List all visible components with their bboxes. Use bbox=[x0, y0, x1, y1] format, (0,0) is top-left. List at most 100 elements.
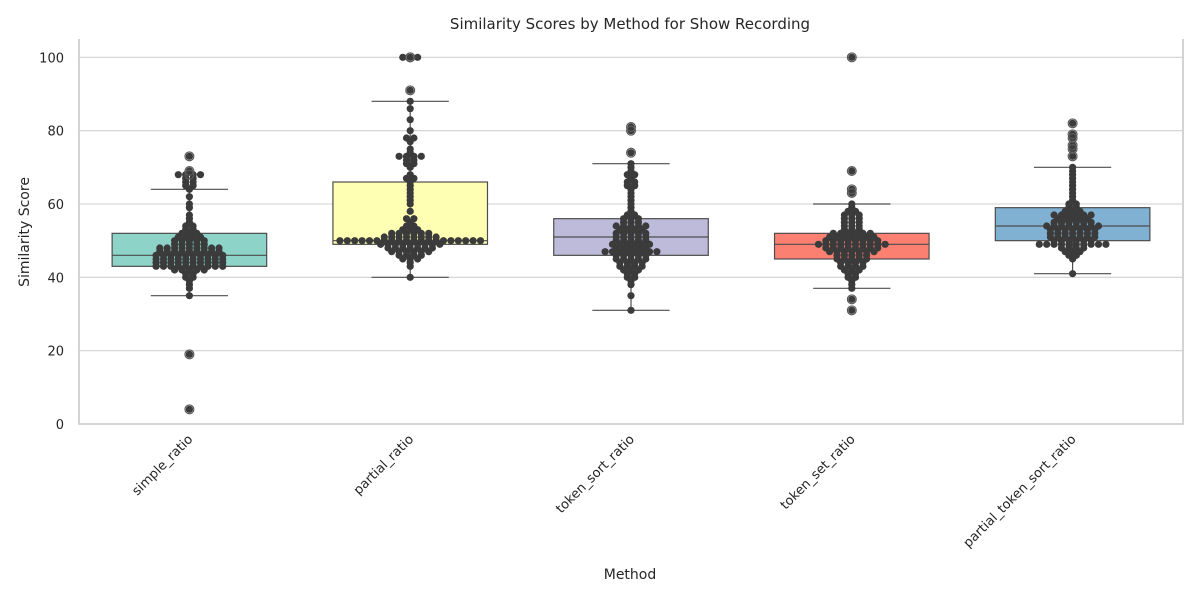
data-point bbox=[627, 123, 635, 131]
data-point bbox=[627, 160, 635, 168]
data-point bbox=[1094, 222, 1103, 230]
data-point bbox=[406, 53, 414, 61]
outlier-marker bbox=[846, 294, 857, 305]
data-point bbox=[1069, 163, 1077, 171]
data-point bbox=[406, 145, 414, 153]
y-tick-label: 0 bbox=[56, 418, 64, 433]
data-point bbox=[432, 233, 440, 241]
data-point bbox=[881, 240, 889, 248]
x-tick-label: partial_ratio bbox=[351, 432, 417, 498]
data-point bbox=[406, 105, 414, 113]
outlier-marker bbox=[625, 125, 636, 136]
data-point bbox=[454, 237, 462, 245]
data-point bbox=[439, 237, 448, 245]
data-point bbox=[185, 292, 193, 300]
data-point bbox=[163, 244, 171, 252]
data-point bbox=[406, 97, 414, 105]
data-point bbox=[642, 222, 650, 230]
data-point bbox=[469, 237, 477, 245]
data-point bbox=[156, 244, 164, 252]
data-point bbox=[208, 244, 216, 252]
data-point bbox=[848, 295, 856, 303]
data-point bbox=[406, 273, 414, 281]
x-tick-label: token_set_ratio bbox=[778, 432, 859, 513]
data-point bbox=[1102, 240, 1110, 248]
outlier-marker bbox=[1067, 151, 1078, 162]
outlier-marker bbox=[184, 169, 195, 180]
axes-frame bbox=[78, 39, 1184, 425]
y-tick-label: 20 bbox=[47, 345, 64, 360]
data-point bbox=[653, 248, 661, 256]
data-point bbox=[1087, 211, 1095, 219]
data-point bbox=[848, 53, 856, 61]
data-point bbox=[410, 215, 418, 223]
outlier-marker bbox=[846, 166, 857, 177]
data-point bbox=[406, 127, 414, 135]
data-point bbox=[848, 306, 856, 314]
data-point bbox=[417, 152, 425, 160]
data-point bbox=[185, 152, 193, 160]
data-point bbox=[814, 240, 823, 248]
data-point bbox=[336, 237, 344, 245]
outlier-marker bbox=[846, 52, 857, 63]
data-point bbox=[406, 171, 414, 179]
data-point bbox=[866, 229, 874, 237]
outlier-marker bbox=[1067, 129, 1078, 140]
data-point bbox=[1069, 130, 1077, 138]
data-point bbox=[185, 193, 193, 201]
outlier-marker bbox=[846, 188, 857, 199]
y-tick-labels: 0 20 40 60 80 100 bbox=[39, 51, 64, 433]
data-point bbox=[410, 134, 418, 142]
data-point bbox=[1050, 211, 1058, 219]
data-point bbox=[1069, 270, 1077, 278]
data-point bbox=[848, 185, 856, 193]
data-point bbox=[185, 211, 193, 219]
x-tick-label: partial_token_sort_ratio bbox=[961, 432, 1080, 551]
chart-title: Similarity Scores by Method for Show Rec… bbox=[450, 15, 810, 33]
outlier-marker bbox=[184, 166, 195, 177]
data-point bbox=[358, 237, 366, 245]
y-axis-title: Similarity Score bbox=[17, 177, 33, 287]
data-point bbox=[174, 171, 182, 179]
outlier-marker bbox=[1067, 133, 1078, 144]
outlier-marker bbox=[184, 151, 195, 162]
data-point bbox=[1043, 240, 1051, 248]
outlier-marker bbox=[405, 85, 416, 96]
data-point bbox=[1043, 222, 1051, 230]
y-tick-label: 80 bbox=[47, 125, 64, 140]
data-point bbox=[829, 229, 837, 237]
data-point bbox=[601, 248, 609, 256]
x-tick-label: simple_ratio bbox=[129, 432, 196, 499]
data-point bbox=[1069, 141, 1077, 149]
outlier-marker bbox=[1067, 144, 1078, 155]
x-tick-label: token_sort_ratio bbox=[553, 432, 638, 517]
data-point bbox=[402, 134, 411, 142]
data-point bbox=[447, 237, 455, 245]
data-point bbox=[185, 200, 193, 208]
data-point bbox=[1094, 240, 1103, 248]
outlier-marker bbox=[625, 121, 636, 132]
data-point bbox=[406, 207, 414, 215]
data-point bbox=[848, 200, 856, 208]
data-point bbox=[343, 237, 351, 245]
outlier-marker bbox=[1067, 118, 1078, 129]
x-axis-title: Method bbox=[604, 567, 657, 583]
data-point bbox=[196, 171, 205, 179]
data-point bbox=[399, 53, 407, 61]
data-point bbox=[1069, 152, 1077, 160]
outlier-marker bbox=[625, 147, 636, 158]
data-point bbox=[627, 306, 635, 314]
x-tick-labels: simple_ratio partial_ratio token_sort_rati… bbox=[129, 432, 1079, 551]
outlier-marker bbox=[184, 404, 195, 415]
data-point bbox=[185, 167, 193, 175]
data-point bbox=[351, 237, 359, 245]
data-point bbox=[373, 237, 381, 245]
data-point bbox=[395, 152, 403, 160]
swarm-points bbox=[152, 52, 1110, 415]
data-point bbox=[612, 222, 620, 230]
data-point bbox=[476, 237, 485, 245]
outlier-marker bbox=[846, 305, 857, 316]
data-point bbox=[627, 292, 635, 300]
data-point bbox=[185, 405, 193, 413]
